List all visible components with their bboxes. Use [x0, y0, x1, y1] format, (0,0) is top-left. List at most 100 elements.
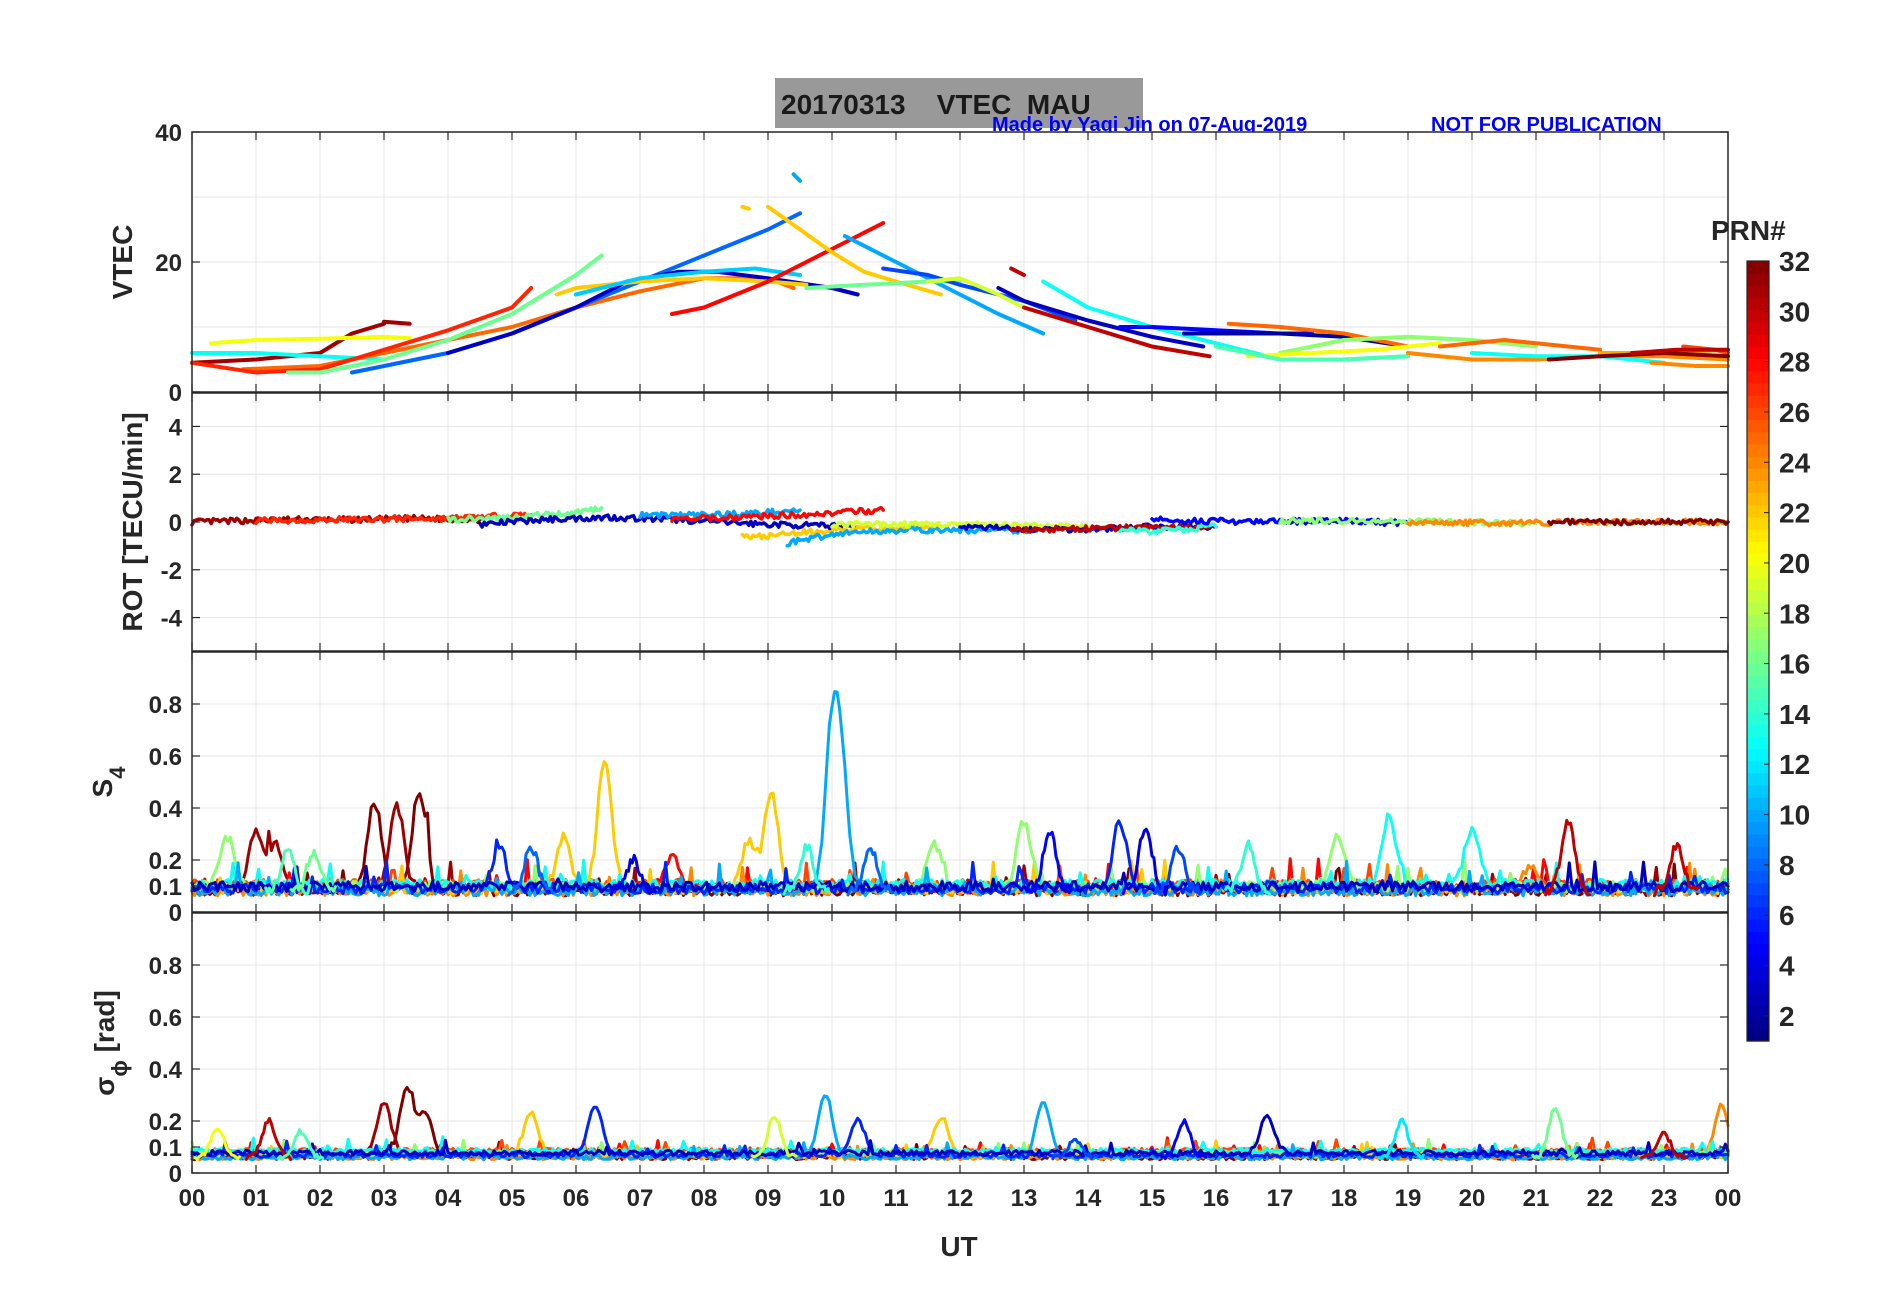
x-tick-label: 06	[563, 1185, 590, 1212]
series-line-prn-15	[1214, 344, 1410, 362]
series-line-prn-22	[740, 204, 751, 211]
panel-sigma_phi: 0.8 0.6 0.4 0.20.10 σϕ [rad]	[89, 912, 1730, 1188]
peak-line-prn-30	[1544, 818, 1592, 897]
colorbar-swatch	[1747, 992, 1769, 1006]
series-line-prn-27	[190, 286, 534, 375]
series-line-prn-10	[638, 507, 802, 520]
x-tick-label: 03	[371, 1185, 398, 1212]
colorbar-swatch	[1747, 858, 1769, 871]
panel-y-ticks: 4 2 0 -2 -4	[161, 414, 1728, 633]
colorbar-swatch	[1747, 468, 1769, 481]
colorbar-swatch	[1747, 699, 1769, 713]
panel-x-ticks	[191, 913, 1729, 1173]
y-axis-label-subscript: ϕ	[107, 1060, 132, 1077]
peak-line-prn-19	[750, 1116, 798, 1159]
peak-line-prn-4	[609, 853, 657, 896]
colorbar-swatch	[1747, 297, 1769, 311]
y-axis-label-sigma_phi: σϕ [rad]	[89, 990, 132, 1096]
panel-data	[190, 172, 1730, 375]
x-tick-label: 15	[1139, 1185, 1166, 1212]
colorbar-swatch	[1747, 931, 1769, 945]
colorbar-swatch	[1747, 553, 1769, 567]
y-tick-label: 0.8	[149, 692, 182, 719]
y-axis-label-s4: S4	[87, 766, 130, 798]
series-line-prn-30	[1630, 347, 1730, 355]
colorbar-tick-label: 28	[1779, 347, 1810, 378]
peak-line-prn-7	[1051, 1137, 1099, 1161]
title-badge	[775, 78, 1143, 128]
series-line-prn-22	[554, 276, 809, 297]
colorbar-swatch	[1747, 870, 1769, 884]
colorbar-swatch	[1747, 309, 1769, 323]
series-line-prn-20	[209, 334, 412, 346]
colorbar-swatch	[1747, 541, 1769, 555]
y-axis-label-unit: [rad]	[89, 990, 120, 1060]
x-tick-label: 00	[179, 1185, 206, 1212]
peak-line-prn-8	[507, 845, 555, 897]
colorbar-swatch	[1747, 614, 1769, 628]
colorbar-swatch	[1747, 431, 1769, 445]
colorbar-swatch	[1747, 882, 1769, 896]
x-tick-label: 01	[243, 1185, 270, 1212]
y-tick-label: 0.6	[149, 744, 182, 771]
peak-line-prn-7	[1153, 844, 1201, 896]
peak-line-prn-5	[1025, 830, 1073, 895]
colorbar-swatch	[1747, 675, 1769, 689]
panel-data	[190, 1085, 1730, 1162]
colorbar-swatch	[1747, 492, 1769, 506]
x-tick-label: 10	[819, 1185, 846, 1212]
colorbar-tick-label: 24	[1779, 447, 1811, 478]
colorbar: PRN# 32 30 28 26 24 22 20 18 16 14 12 10 8 6 4 2	[1711, 215, 1811, 1042]
colorbar-swatch	[1747, 943, 1769, 957]
panel-s4: 0.8 0.6 0.4 0.20.10 S4	[87, 651, 1730, 927]
colorbar-tick-label: 8	[1779, 850, 1795, 881]
y-tick-label: 0	[169, 380, 182, 407]
colorbar-swatch	[1747, 955, 1769, 969]
colorbar-swatch	[1747, 516, 1769, 530]
series-line-prn-11	[574, 266, 802, 297]
x-tick-label: 23	[1651, 1185, 1678, 1212]
panel-y-ticks: 0.8 0.6 0.4 0.20.10	[149, 692, 1728, 927]
x-tick-label: 04	[435, 1185, 462, 1212]
y-tick-label: 0	[169, 900, 182, 927]
x-tick-label: 22	[1587, 1185, 1614, 1212]
y-tick-label: 40	[155, 120, 182, 147]
x-axis-label: UT	[940, 1231, 977, 1262]
series-line-prn-3	[190, 860, 1730, 894]
colorbar-swatch	[1747, 285, 1769, 299]
y-tick-label: 0.6	[149, 1005, 182, 1032]
colorbar-swatch	[1747, 261, 1769, 274]
panel-x-ticks	[191, 652, 1729, 912]
colorbar-swatch	[1747, 504, 1769, 518]
y-axis-label-subscript: 4	[105, 766, 130, 779]
y-tick-label: 0.2	[149, 1109, 182, 1136]
peak-line-prn-8	[846, 847, 894, 897]
colorbar-tick-label: 16	[1779, 649, 1810, 680]
x-tick-label: 21	[1523, 1185, 1550, 1212]
colorbar-swatch	[1747, 443, 1769, 457]
colorbar-swatch	[1747, 638, 1769, 652]
peak-line-prn-12	[1377, 1117, 1425, 1161]
colorbar-swatch	[1747, 821, 1769, 835]
colorbar-swatch	[1747, 334, 1769, 347]
series-line-prn-3	[996, 286, 1206, 349]
colorbar-swatch	[1747, 809, 1769, 823]
colorbar-swatch	[1747, 407, 1769, 421]
peak-line-prn-16	[1531, 1107, 1579, 1160]
series-line-prn-24	[1649, 360, 1730, 368]
colorbar-swatch	[1747, 419, 1769, 433]
series-line-prn-10	[842, 234, 1046, 336]
colorbar-swatch	[1747, 651, 1769, 664]
series-line-prn-3	[190, 1113, 1730, 1158]
x-tick-label: 11	[883, 1185, 908, 1212]
colorbar-swatch	[1747, 602, 1769, 616]
colorbar-tick-label: 22	[1779, 498, 1810, 529]
series-line-prn-3	[446, 269, 860, 355]
series-line-prn-30	[1009, 266, 1026, 277]
series-line-prn-20	[1246, 341, 1442, 359]
y-tick-label: 0	[169, 510, 182, 537]
colorbar-swatch	[1747, 346, 1769, 360]
disclaimer-note: NOT FOR PUBLICATION	[1431, 114, 1662, 136]
colorbar-tick-label: 18	[1779, 598, 1810, 629]
x-tick-label: 02	[307, 1185, 334, 1212]
